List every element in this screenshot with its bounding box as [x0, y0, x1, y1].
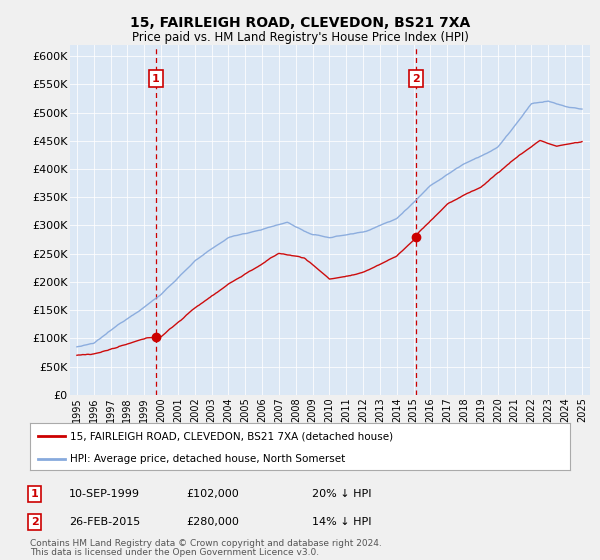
Text: £280,000: £280,000: [186, 517, 239, 527]
Text: 1: 1: [152, 74, 160, 83]
Text: 2: 2: [412, 74, 420, 83]
Text: Contains HM Land Registry data © Crown copyright and database right 2024.: Contains HM Land Registry data © Crown c…: [30, 539, 382, 548]
Text: This data is licensed under the Open Government Licence v3.0.: This data is licensed under the Open Gov…: [30, 548, 319, 557]
Text: 1: 1: [31, 489, 38, 499]
Text: 10-SEP-1999: 10-SEP-1999: [69, 489, 140, 499]
Text: 15, FAIRLEIGH ROAD, CLEVEDON, BS21 7XA: 15, FAIRLEIGH ROAD, CLEVEDON, BS21 7XA: [130, 16, 470, 30]
Text: 15, FAIRLEIGH ROAD, CLEVEDON, BS21 7XA (detached house): 15, FAIRLEIGH ROAD, CLEVEDON, BS21 7XA (…: [71, 431, 394, 441]
Text: 2: 2: [31, 517, 38, 527]
Text: 26-FEB-2015: 26-FEB-2015: [69, 517, 140, 527]
Text: £102,000: £102,000: [186, 489, 239, 499]
Text: Price paid vs. HM Land Registry's House Price Index (HPI): Price paid vs. HM Land Registry's House …: [131, 31, 469, 44]
Text: HPI: Average price, detached house, North Somerset: HPI: Average price, detached house, Nort…: [71, 454, 346, 464]
Text: 20% ↓ HPI: 20% ↓ HPI: [312, 489, 371, 499]
Text: 14% ↓ HPI: 14% ↓ HPI: [312, 517, 371, 527]
